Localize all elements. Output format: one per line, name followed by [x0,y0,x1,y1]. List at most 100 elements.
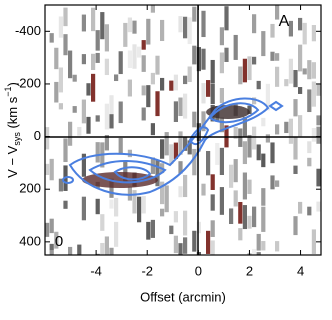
noise-stripe [229,208,234,225]
noise-stripe [49,158,54,181]
noise-stripe [118,101,123,124]
noise-stripe [137,196,142,223]
noise-stripe [141,107,146,121]
noise-stripe [261,241,266,251]
noise-stripe [183,75,188,85]
noise-stripe [233,159,238,183]
y-label-unit: (km s [5,96,20,132]
noise-stripe [54,81,59,103]
noise-stripe [91,7,96,32]
noise-stripe [256,252,261,255]
emission [62,97,284,196]
noise-stripe [68,50,73,79]
noise-stripe [275,241,280,252]
noise-stripe [242,172,247,200]
noise-stripe [293,165,298,174]
noise-stripe [104,236,109,255]
noise-stripe [95,30,100,51]
noise-stripe [210,194,215,211]
noise-stripe [261,206,266,232]
noise-stripe [206,151,211,176]
noise-stripe [261,117,266,127]
noise-stripe [219,52,224,74]
noise-stripe [307,157,312,167]
noise-stripe [104,58,109,76]
noise-stripe [247,215,252,229]
noise-stripe [288,118,293,144]
noise-stripe [298,115,303,137]
noise-stripe [173,74,178,91]
panel-label: A [279,13,290,30]
noise-stripe [201,183,206,196]
noise-stripe [68,246,73,255]
noise-stripe [132,44,137,69]
noise-stripe [91,73,96,102]
noise-stripe [95,115,100,122]
noise-stripe [95,198,100,215]
noise-stripe [293,137,298,160]
noise-stripe [141,40,146,50]
noise-stripe [316,168,321,187]
noise-stripe [63,7,68,27]
noise-stripe [155,159,160,187]
noise-stripe [109,114,114,129]
noise-stripe [311,127,316,142]
noise-stripe [63,34,68,56]
noise-stripe [192,230,197,252]
noise-stripe [54,47,59,70]
noise-stripe [270,175,275,190]
noise-stripe [219,187,224,215]
noise-stripe [284,79,289,87]
noise-stripe [123,161,128,183]
noise-stripe [114,221,119,247]
noise-stripe [229,164,234,188]
noise-stripe [293,69,298,88]
noise-stripe [160,208,165,217]
y-tick-label: 200 [19,181,41,196]
noise-stripe [72,106,77,113]
noise-stripe [183,210,188,236]
background-emission [45,5,321,255]
noise-stripe [252,56,257,65]
noise-stripe [298,87,303,94]
noise-stripe [270,23,275,38]
noise-stripe [252,97,257,105]
noise-stripe [261,188,266,206]
noise-stripe [58,67,63,93]
noise-stripe [187,66,192,83]
noise-stripe [178,97,183,117]
noise-stripe [169,144,174,165]
noise-stripe [178,131,183,155]
noise-stripe [210,83,215,105]
noise-stripe [256,144,261,161]
noise-stripe [206,254,211,255]
noise-stripe [77,244,82,255]
noise-stripe [316,84,321,96]
noise-stripe [118,137,123,154]
noise-stripe [284,121,289,134]
noise-stripe [146,221,151,240]
noise-stripe [307,141,312,154]
noise-stripe [169,80,174,91]
noise-stripe [160,77,165,91]
noise-stripe [201,48,206,70]
noise-stripe [183,237,188,254]
noise-stripe [219,27,224,46]
noise-stripe [100,242,105,255]
noise-stripe [45,127,50,150]
noise-stripe [316,115,321,126]
noise-stripe [100,12,105,40]
noise-stripe [219,117,224,133]
noise-stripe [187,17,192,45]
noise-stripe [275,53,280,61]
noise-stripe [233,126,238,139]
noise-stripe [224,47,229,62]
noise-stripe [270,142,275,164]
noise-stripe [238,201,243,224]
noise-stripe [141,55,146,72]
noise-stripe [63,200,68,209]
noise-stripe [169,225,174,235]
noise-stripe [288,58,293,84]
noise-stripe [192,45,197,65]
noise-stripe [72,74,77,82]
